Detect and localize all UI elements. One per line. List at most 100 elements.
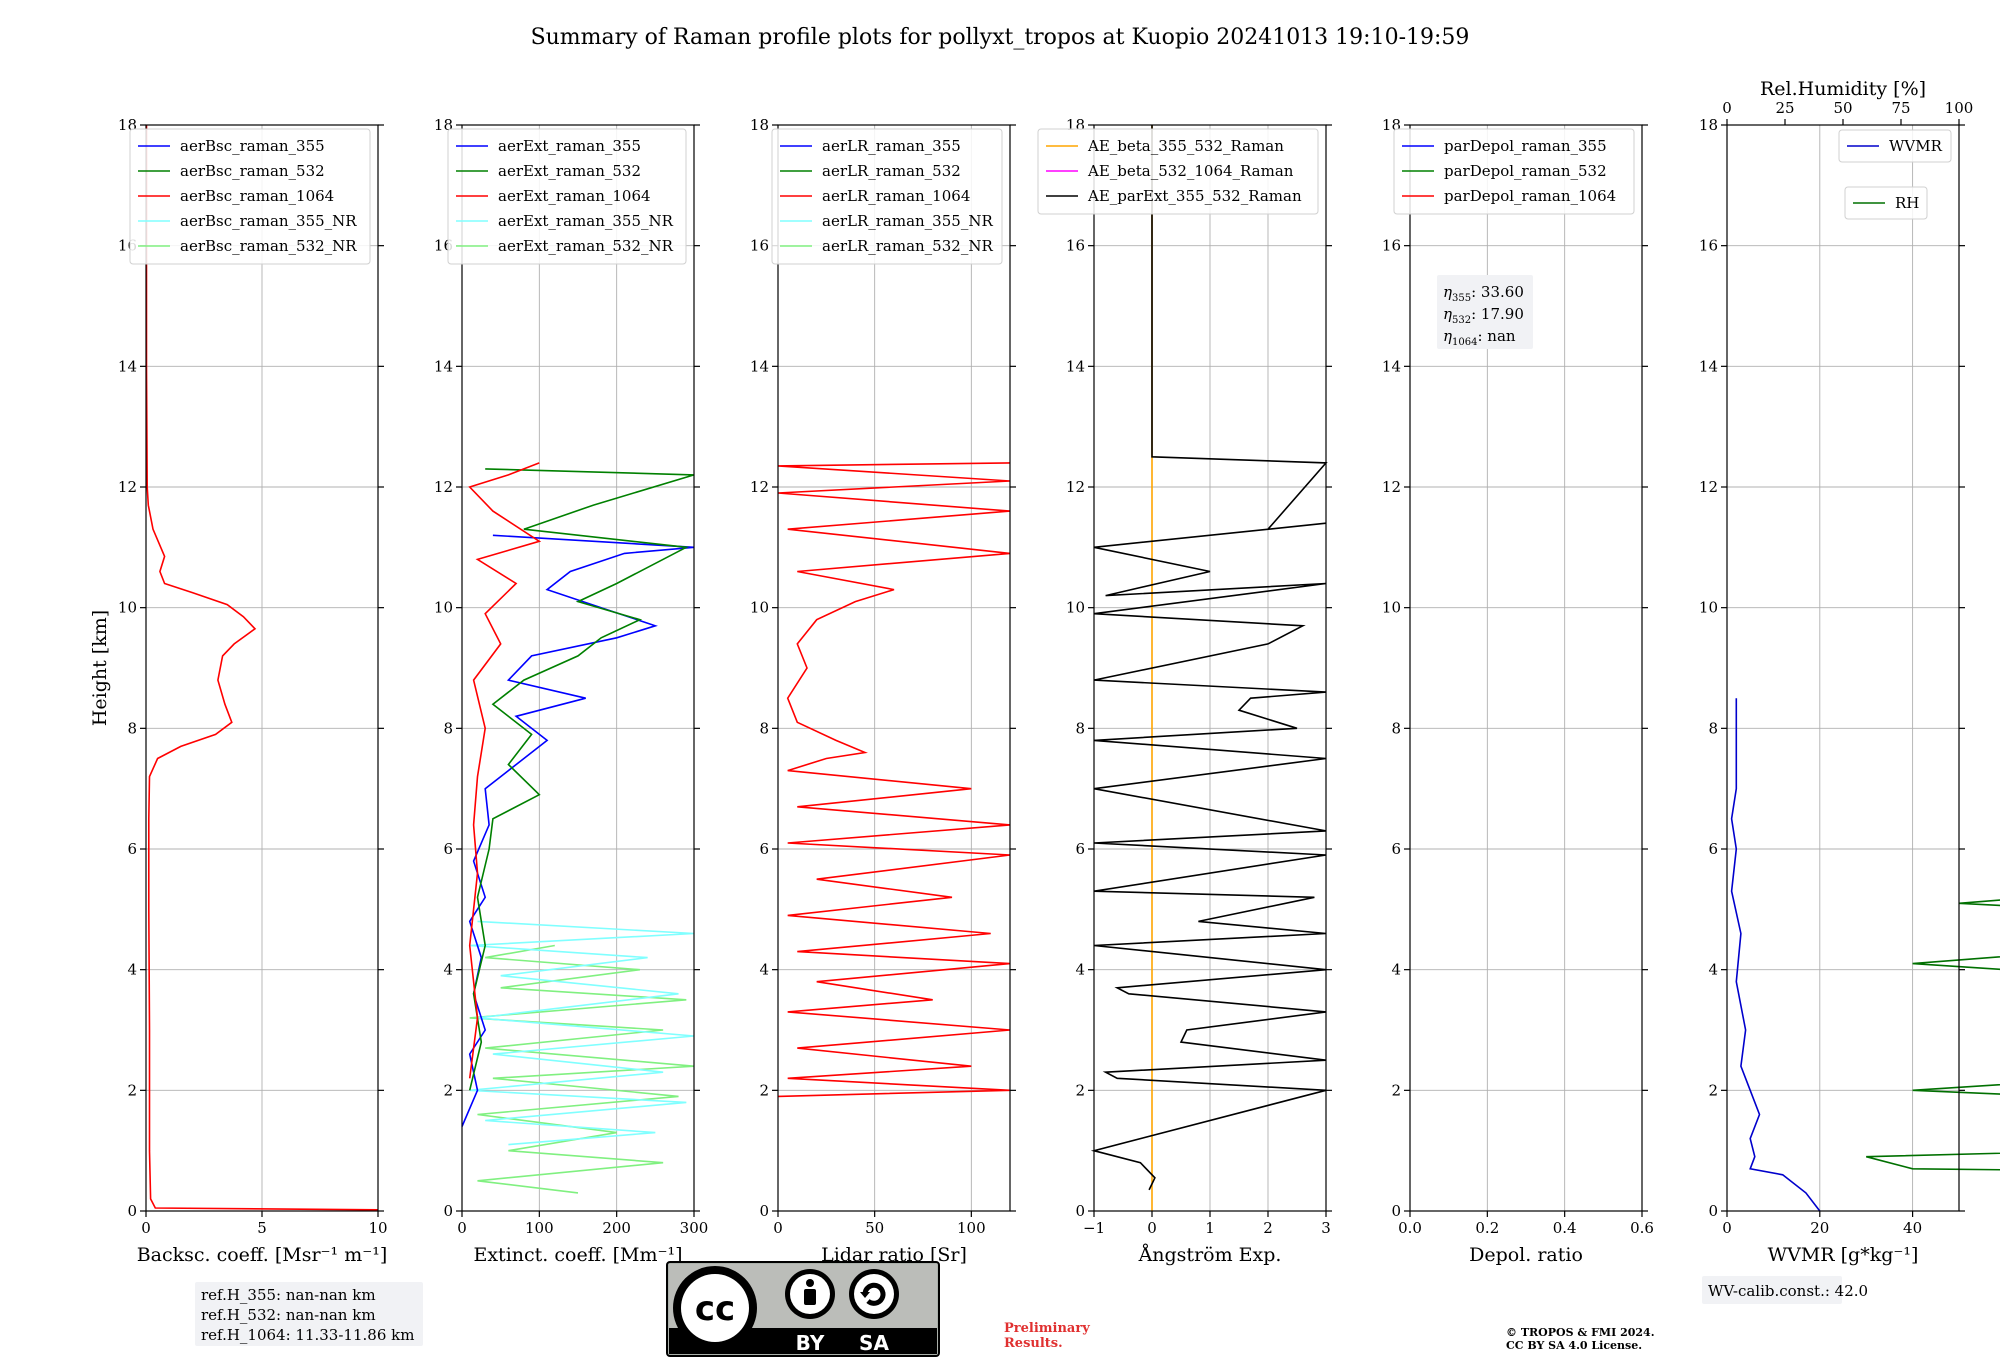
y-tick-label: 14 (750, 357, 769, 375)
series-aerext-raman-532 (468, 468, 695, 1091)
cc-by-sa-badge: cc BY SA (666, 1261, 940, 1357)
y-tick-label: 8 (443, 719, 453, 737)
y-tick-label: 10 (1066, 599, 1085, 617)
axes-frame-wv (1726, 124, 1960, 1212)
axes-frame-depol (1409, 124, 1643, 1212)
y-tick-label: 0 (1391, 1202, 1401, 1220)
wv-calib-box: WV-calib.const.: 42.0 (1702, 1276, 1868, 1304)
y-tick-label: 6 (1708, 840, 1718, 858)
legend-label: aerBsc_raman_355 (180, 137, 325, 155)
y-tick-label: 2 (443, 1081, 453, 1099)
y-tick-label: 16 (1382, 237, 1401, 255)
x-tick-label: 10 (368, 1219, 387, 1237)
legend-box (1037, 128, 1319, 215)
legend-label: aerBsc_raman_355_NR (180, 212, 357, 230)
x-axis-label: Depol. ratio (1469, 1244, 1583, 1266)
x-tick-label: 0 (141, 1219, 151, 1237)
y-tick-label: 2 (759, 1081, 769, 1099)
y-tick-label: 12 (1699, 478, 1718, 496)
y-tick-label: 16 (1699, 237, 1718, 255)
y-tick-label: 0 (759, 1202, 769, 1220)
attribution-icon (785, 1269, 835, 1319)
legend-label: AE_beta_355_532_Raman (1087, 137, 1284, 155)
legend-box (1393, 128, 1635, 215)
y-tick-label: 8 (1075, 719, 1085, 737)
y-tick-label: 10 (118, 599, 137, 617)
legend-box (129, 128, 371, 265)
creative-commons-icon: cc (673, 1266, 757, 1350)
y-tick-label: 6 (127, 840, 137, 858)
legend-label: AE_parExt_355_532_Raman (1087, 187, 1302, 205)
y-tick-label: 6 (1391, 840, 1401, 858)
cc-sa-label: SA (859, 1331, 889, 1355)
eta-532: η532: 17.90 (1443, 305, 1524, 326)
y-tick-label: 4 (127, 961, 137, 979)
x-tick-label: 40 (1903, 1219, 1922, 1237)
y-tick-label: 8 (127, 719, 137, 737)
y-tick-label: 8 (1391, 719, 1401, 737)
legend-label: aerLR_raman_532_NR (822, 237, 993, 255)
y-tick-label: 4 (1391, 961, 1401, 979)
legend-label: aerLR_raman_355_NR (822, 212, 993, 230)
x-axis-label: Ångström Exp. (1138, 1244, 1282, 1266)
x-tick-label: 3 (1321, 1219, 1331, 1237)
y-tick-label: 18 (434, 116, 453, 134)
x-tick-label: 50 (865, 1219, 884, 1237)
legend-box (1844, 186, 1928, 220)
x-tick-label: 300 (680, 1219, 709, 1237)
y-tick-label: 12 (1382, 478, 1401, 496)
x-tick-label: 20 (1810, 1219, 1829, 1237)
axes-frame-lr (777, 124, 1011, 1212)
top-x-tick-label: 0 (1722, 99, 1732, 117)
x-tick-label: 2 (1263, 1219, 1273, 1237)
y-tick-label: 14 (1066, 357, 1085, 375)
top-x-tick-label: 75 (1891, 99, 1910, 117)
top-x-tick-label: 100 (1945, 99, 1974, 117)
x-tick-label: 5 (257, 1219, 267, 1237)
y-tick-label: 4 (1075, 961, 1085, 979)
legend-label: aerBsc_raman_1064 (180, 187, 334, 205)
eta-1064: η1064: nan (1443, 327, 1516, 348)
ref-height-box: ref.H_355: nan-nan km ref.H_532: nan-nan… (195, 1282, 423, 1346)
grid-ae (1093, 124, 1327, 1212)
x-tick-label: 0 (773, 1219, 783, 1237)
y-tick-label: 18 (1699, 116, 1718, 134)
series-aerext-raman-532-nr (469, 944, 695, 1194)
y-tick-label: 8 (1708, 719, 1718, 737)
x-tick-label: 0 (1147, 1219, 1157, 1237)
legend-wv: WVMR RH (1838, 129, 1952, 220)
x-tick-label: 0.0 (1398, 1219, 1422, 1237)
y-tick-label: 16 (750, 237, 769, 255)
legend-depol: parDepol_raman_355 parDepol_raman_532 parD… (1393, 128, 1635, 215)
x-axis-label: Lidar ratio [Sr] (821, 1244, 967, 1266)
x-tick-label: −1 (1083, 1219, 1105, 1237)
copyright-line-2: CC BY SA 4.0 License. (1506, 1339, 1642, 1352)
top-x-axis-label: Rel.Humidity [%] (1760, 78, 1926, 100)
ref-h-1064: ref.H_1064: 11.33-11.86 km (201, 1326, 414, 1344)
ref-h-532: ref.H_532: nan-nan km (201, 1306, 376, 1324)
ref-h-355: ref.H_355: nan-nan km (201, 1286, 376, 1304)
y-tick-label: 2 (1391, 1081, 1401, 1099)
series-aerlr-raman-1064 (777, 462, 1011, 1098)
legend-label: parDepol_raman_1064 (1444, 187, 1616, 205)
y-tick-label: 10 (750, 599, 769, 617)
y-tick-label: 0 (443, 1202, 453, 1220)
y-tick-label: 12 (118, 478, 137, 496)
y-tick-label: 12 (434, 478, 453, 496)
legend-ext: aerExt_raman_355 aerExt_raman_532 aerExt_r… (447, 128, 687, 265)
y-tick-label: 0 (127, 1202, 137, 1220)
x-tick-label: 200 (602, 1219, 631, 1237)
y-tick-label: 10 (434, 599, 453, 617)
legend-bsc: aerBsc_raman_355 aerBsc_raman_532 aerBsc_r… (129, 128, 371, 265)
y-tick-label: 14 (434, 357, 453, 375)
axes-frame-ext (461, 124, 695, 1212)
legend-label: parDepol_raman_355 (1444, 137, 1607, 155)
wv-calib-text: WV-calib.const.: 42.0 (1708, 1282, 1868, 1300)
series-rh (1865, 899, 2000, 1171)
legend-box (771, 128, 1003, 265)
y-tick-label: 0 (1075, 1202, 1085, 1220)
legend-label: AE_beta_532_1064_Raman (1087, 162, 1294, 180)
y-tick-label: 16 (1066, 237, 1085, 255)
